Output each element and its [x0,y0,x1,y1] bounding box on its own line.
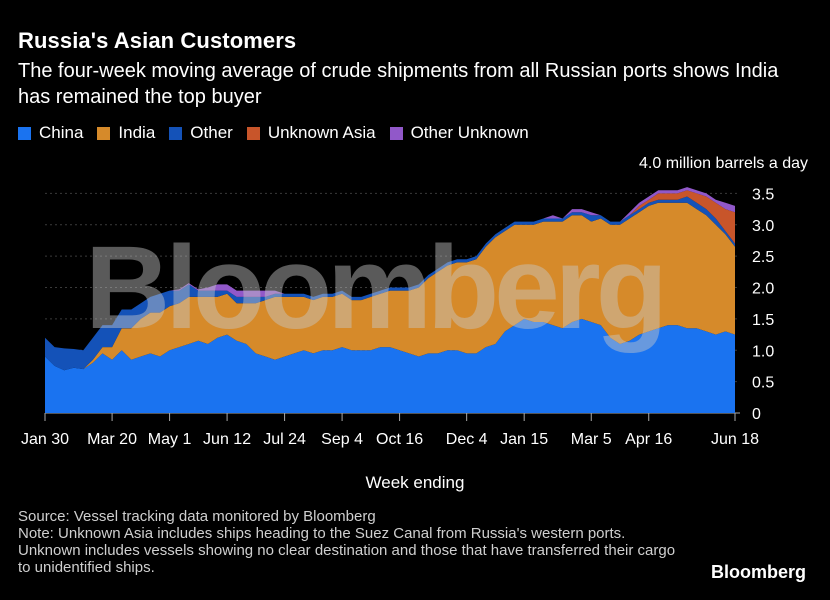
x-tick-label: Jun 18 [711,431,759,448]
y-tick-label: 2.0 [752,281,774,298]
chart-footer: Source: Vessel tracking data monitored b… [18,508,678,576]
x-tick-label: Sep 4 [321,431,363,448]
legend-label-other-unknown: Other Unknown [410,123,529,142]
legend-item-india: India [97,123,155,143]
x-tick-label: Jun 12 [203,431,251,448]
area-series-china [45,318,735,413]
axes: 0 0.5 1.0 1.5 2.0 2.5 3.0 3.5 4.0 million barrel… [21,155,808,492]
x-tick-label: Oct 16 [376,431,423,448]
legend-item-unknown-asia: Unknown Asia [246,123,376,143]
y-tick-label: 3.0 [752,218,774,235]
chart-subtitle: The four-week moving average of crude sh… [18,60,779,108]
y-tick-label: 0 [752,406,761,423]
y-tick-label: 1.0 [752,343,774,360]
x-axis-title: Week ending [366,473,465,492]
y-tick-label: 1.5 [752,312,774,329]
y-tick-label: 2.5 [752,249,774,266]
legend-swatch-unknown-asia [246,126,260,140]
legend-item-china: China [18,123,83,143]
legend-swatch-other-unknown [389,126,403,140]
legend-swatch-other [169,126,183,140]
footnote: Note: Unknown Asia includes ships headin… [18,525,676,576]
legend-label-unknown-asia: Unknown Asia [267,123,376,142]
y-tick-label: 3.5 [752,186,774,203]
x-tick-label: Jan 15 [500,431,548,448]
source-note: Source: Vessel tracking data monitored b… [18,508,376,525]
x-tick-label: Jan 30 [21,431,69,448]
legend: China India Other Unknown Asia Other Unk… [18,123,543,143]
y-unit-label: 4.0 million barrels a day [639,155,808,172]
x-tick-label: May 1 [148,431,192,448]
legend-swatch-india [97,126,111,140]
legend-label-india: India [118,123,156,142]
area-series-layer [45,187,735,413]
x-tick-label: Jul 24 [263,431,306,448]
y-tick-label: 0.5 [752,375,774,392]
x-tick-label: Mar 5 [571,431,612,448]
x-tick-label: Dec 4 [446,431,488,448]
bloomberg-logo: Bloomberg [710,562,806,582]
chart-title: Russia's Asian Customers [18,28,297,53]
legend-label-china: China [39,123,84,142]
legend-item-other-unknown: Other Unknown [389,123,529,143]
x-tick-label: Mar 20 [87,431,137,448]
x-tick-label: Apr 16 [625,431,672,448]
legend-swatch-china [18,126,31,140]
area-series-india [45,202,735,371]
legend-item-other: Other [169,123,233,143]
legend-label-other: Other [190,123,233,142]
